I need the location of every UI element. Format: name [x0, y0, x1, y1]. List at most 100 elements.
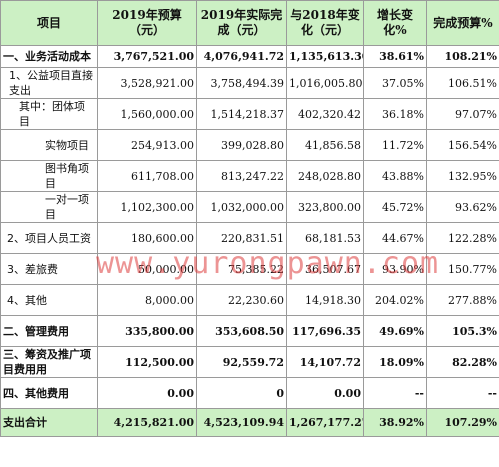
value-cell: 0 — [196, 377, 287, 409]
table-row: 二、管理费用 335,800.00 353,608.50 117,696.35 49.6… — [0, 315, 499, 347]
table-row: 四、其他费用 0.00 0 0.00 -- -- — [0, 377, 499, 409]
value-cell: 1,102,300.00 — [97, 191, 197, 223]
table-row: 一对一项目 1,102,300.00 1,032,000.00 323,800.00 4… — [0, 191, 499, 223]
item-cell: 四、其他费用 — [0, 377, 98, 409]
item-cell: 4、其他 — [0, 284, 98, 316]
table-row: 三、筹资及推广项目费用用 112,500.00 92,559.72 14,107.72… — [0, 346, 499, 378]
value-cell: 3,528,921.00 — [97, 67, 197, 99]
value-cell: 43.88% — [363, 160, 427, 192]
table-row: 支出合计 4,215,821.00 4,523,109.94 1,267,177.27… — [0, 408, 499, 437]
table-row: 图书角项目 611,708.00 813,247.22 248,028.80 43.88… — [0, 160, 499, 192]
table-row: 2、项目人员工资 180,600.00 220,831.51 68,181.53 44.… — [0, 222, 499, 254]
header-cell: 项目 — [0, 0, 98, 46]
header-cell: 完成预算% — [426, 0, 499, 46]
value-cell: 4,523,109.94 — [196, 408, 287, 437]
value-cell: 50,000.00 — [97, 253, 197, 285]
table-body: 一、业务活动成本 3,767,521.00 4,076,941.72 1,135,61… — [0, 45, 499, 437]
item-cell: 实物项目 — [0, 129, 98, 161]
value-cell: 11.72% — [363, 129, 427, 161]
value-cell: 150.77% — [426, 253, 499, 285]
value-cell: 75,385.22 — [196, 253, 287, 285]
item-cell: 三、筹资及推广项目费用用 — [0, 346, 98, 378]
value-cell: 108.21% — [426, 45, 499, 68]
value-cell: 248,028.80 — [286, 160, 364, 192]
value-cell: 68,181.53 — [286, 222, 364, 254]
value-cell: 204.02% — [363, 284, 427, 316]
value-cell: 0.00 — [286, 377, 364, 409]
value-cell: 399,028.80 — [196, 129, 287, 161]
value-cell: 22,230.60 — [196, 284, 287, 316]
value-cell: 220,831.51 — [196, 222, 287, 254]
value-cell: 105.3% — [426, 315, 499, 347]
table-row: 3、差旅费 50,000.00 75,385.22 36,507.67 93.90% 15… — [0, 253, 499, 285]
table-row: 一、业务活动成本 3,767,521.00 4,076,941.72 1,135,61… — [0, 45, 499, 68]
header-row: 项目 2019年预算（元） 2019年实际完成（元） 与2018年变化（元） 增长变化%… — [0, 0, 499, 46]
value-cell: 36,507.67 — [286, 253, 364, 285]
value-cell: 156.54% — [426, 129, 499, 161]
item-cell: 1、公益项目直接支出 — [0, 67, 98, 99]
value-cell: 93.90% — [363, 253, 427, 285]
value-cell: 4,215,821.00 — [97, 408, 197, 437]
value-cell: 37.05% — [363, 67, 427, 99]
value-cell: 180,600.00 — [97, 222, 197, 254]
header-cell: 2019年实际完成（元） — [196, 0, 287, 46]
item-cell: 2、项目人员工资 — [0, 222, 98, 254]
value-cell: 3,767,521.00 — [97, 45, 197, 68]
item-cell: 其中：团体项目 — [0, 98, 98, 130]
value-cell: 112,500.00 — [97, 346, 197, 378]
header-cell: 增长变化% — [363, 0, 427, 46]
value-cell: 353,608.50 — [196, 315, 287, 347]
value-cell: 36.18% — [363, 98, 427, 130]
item-cell: 一对一项目 — [0, 191, 98, 223]
item-cell: 二、管理费用 — [0, 315, 98, 347]
value-cell: 107.29% — [426, 408, 499, 437]
value-cell: 1,135,613.30 — [286, 45, 364, 68]
item-cell: 3、差旅费 — [0, 253, 98, 285]
table-row: 4、其他 8,000.00 22,230.60 14,918.30 204.02% 277… — [0, 284, 499, 316]
item-cell: 图书角项目 — [0, 160, 98, 192]
value-cell: 92,559.72 — [196, 346, 287, 378]
value-cell: 1,016,005.80 — [286, 67, 364, 99]
value-cell: 1,032,000.00 — [196, 191, 287, 223]
value-cell: 45.72% — [363, 191, 427, 223]
value-cell: 3,758,494.39 — [196, 67, 287, 99]
value-cell: 106.51% — [426, 67, 499, 99]
header-cell: 与2018年变化（元） — [286, 0, 364, 46]
value-cell: 4,076,941.72 — [196, 45, 287, 68]
value-cell: 1,560,000.00 — [97, 98, 197, 130]
value-cell: 402,320.42 — [286, 98, 364, 130]
value-cell: 323,800.00 — [286, 191, 364, 223]
table-row: 1、公益项目直接支出 3,528,921.00 3,758,494.39 1,016,… — [0, 67, 499, 99]
budget-table: 项目 2019年预算（元） 2019年实际完成（元） 与2018年变化（元） 增长变化%… — [0, 0, 499, 437]
value-cell: 41,856.58 — [286, 129, 364, 161]
value-cell: 122.28% — [426, 222, 499, 254]
value-cell: 8,000.00 — [97, 284, 197, 316]
value-cell: 254,913.00 — [97, 129, 197, 161]
header-cell: 2019年预算（元） — [97, 0, 197, 46]
value-cell: 0.00 — [97, 377, 197, 409]
value-cell: 335,800.00 — [97, 315, 197, 347]
value-cell: 18.09% — [363, 346, 427, 378]
value-cell: 14,107.72 — [286, 346, 364, 378]
value-cell: 49.69% — [363, 315, 427, 347]
value-cell: 1,267,177.27 — [286, 408, 364, 437]
value-cell: 14,918.30 — [286, 284, 364, 316]
value-cell: 611,708.00 — [97, 160, 197, 192]
value-cell: 38.61% — [363, 45, 427, 68]
value-cell: 82.28% — [426, 346, 499, 378]
value-cell: -- — [426, 377, 499, 409]
value-cell: 277.88% — [426, 284, 499, 316]
item-cell: 一、业务活动成本 — [0, 45, 98, 68]
value-cell: 117,696.35 — [286, 315, 364, 347]
table-row: 实物项目 254,913.00 399,028.80 41,856.58 11.72% 1… — [0, 129, 499, 161]
value-cell: 97.07% — [426, 98, 499, 130]
value-cell: 44.67% — [363, 222, 427, 254]
value-cell: -- — [363, 377, 427, 409]
table-row: 其中：团体项目 1,560,000.00 1,514,218.37 402,320.4… — [0, 98, 499, 130]
item-cell: 支出合计 — [0, 408, 98, 437]
value-cell: 93.62% — [426, 191, 499, 223]
value-cell: 38.92% — [363, 408, 427, 437]
value-cell: 132.95% — [426, 160, 499, 192]
value-cell: 1,514,218.37 — [196, 98, 287, 130]
